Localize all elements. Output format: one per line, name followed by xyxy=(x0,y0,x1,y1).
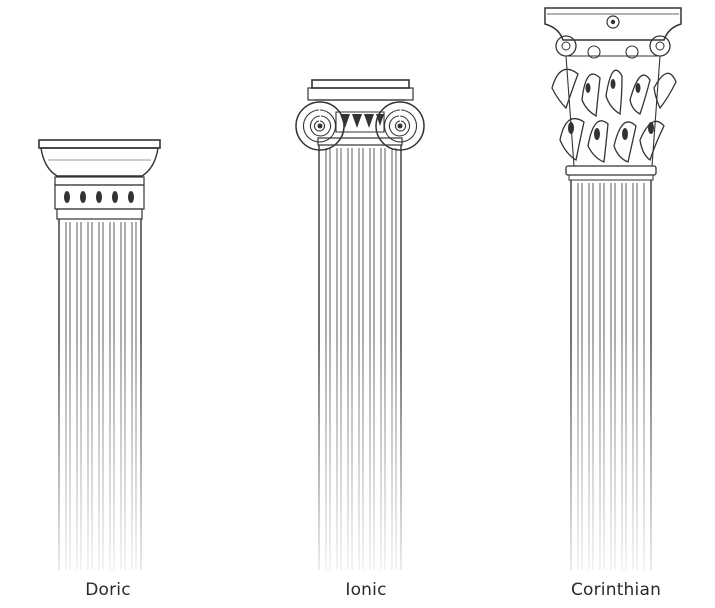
corinthian-column xyxy=(545,8,681,570)
corinthian-label: Corinthian xyxy=(536,580,696,600)
corinthian-shaft xyxy=(571,180,651,570)
doric-label: Doric xyxy=(28,580,188,600)
doric-column xyxy=(39,140,160,570)
corinthian-capital xyxy=(545,8,681,180)
ionic-column xyxy=(296,80,424,570)
doric-capital xyxy=(39,140,160,219)
ionic-shaft xyxy=(319,145,401,570)
ionic-capital xyxy=(296,80,424,150)
doric-shaft xyxy=(59,219,141,570)
ionic-label: Ionic xyxy=(286,580,446,600)
